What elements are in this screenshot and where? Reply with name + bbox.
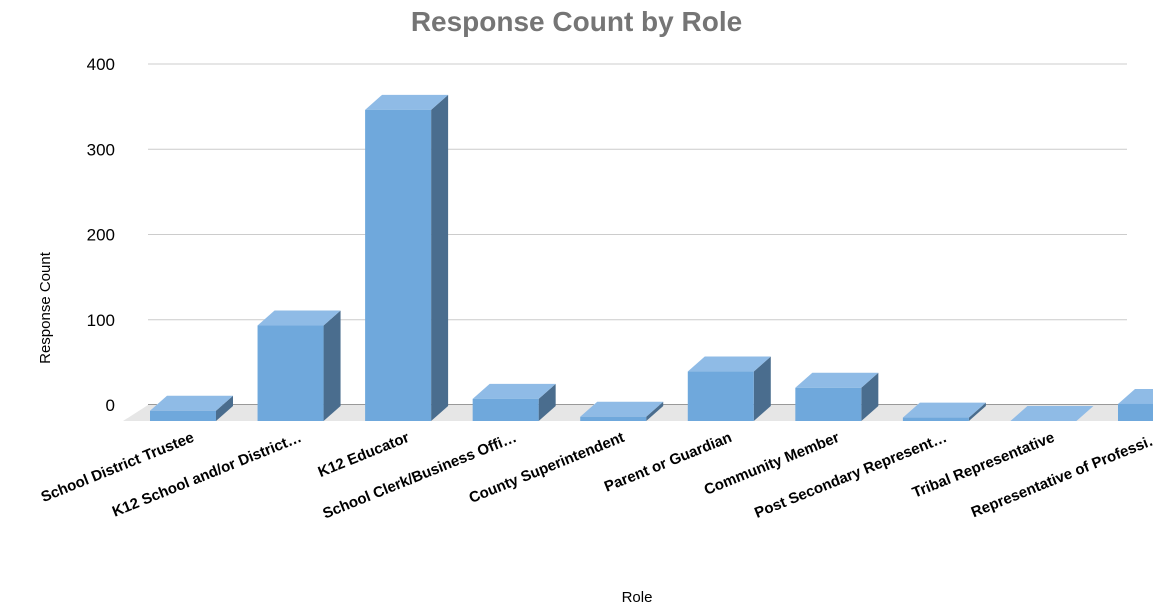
- bar-top: [472, 383, 556, 399]
- bar: [795, 372, 879, 421]
- bar: [902, 402, 986, 421]
- y-tick-label: 100: [87, 311, 115, 330]
- bar-side: [968, 402, 986, 421]
- bar-top: [150, 395, 233, 411]
- bar-top: [902, 402, 986, 418]
- bar-side: [753, 356, 771, 421]
- bar-top: [257, 310, 341, 326]
- bar-front: [580, 416, 647, 421]
- y-axis-ticks: 0 100 200 300 400: [87, 55, 115, 415]
- bar-top: [795, 372, 879, 388]
- bar: [687, 356, 771, 421]
- x-tick-label: Representative of Professi…: [969, 429, 1153, 521]
- bar-top: [1118, 388, 1153, 404]
- y-axis-label: Response Count: [37, 251, 54, 364]
- bar-front: [687, 371, 754, 421]
- bar-front: [472, 398, 539, 421]
- bar-top: [1010, 406, 1094, 421]
- y-tick-label: 400: [87, 55, 115, 74]
- x-axis-label: Role: [622, 589, 653, 606]
- bar: [150, 395, 233, 421]
- bar-front: [257, 325, 324, 421]
- x-tick-label: School Clerk/Business Offi…: [320, 429, 519, 523]
- bar: [365, 94, 449, 422]
- bar-side: [646, 401, 664, 421]
- bar-side: [538, 383, 556, 421]
- chart-title: Response Count by Role: [410, 6, 743, 37]
- bar: [1118, 388, 1153, 421]
- bar: [472, 383, 556, 421]
- bar: [580, 401, 664, 421]
- bar-side: [861, 372, 879, 421]
- x-tick-label: K12 School and/or District…: [110, 429, 304, 521]
- bar: [257, 310, 341, 421]
- bar-side: [216, 395, 233, 421]
- x-tick-label: K12 Educator: [316, 429, 412, 481]
- bar-side: [431, 94, 449, 422]
- bar: [1010, 406, 1094, 421]
- bar-side: [323, 310, 341, 421]
- bar-front: [150, 410, 216, 421]
- bar-front: [1118, 403, 1153, 421]
- y-tick-label: 300: [87, 140, 115, 159]
- bar-top: [365, 94, 449, 110]
- bar-front: [795, 387, 862, 421]
- bar-top: [580, 401, 664, 417]
- bar-top: [687, 356, 771, 372]
- y-tick-label: 200: [87, 226, 115, 245]
- bar-front: [365, 109, 432, 422]
- y-tick-label: 0: [106, 396, 115, 415]
- bars: [150, 94, 1153, 422]
- bar-front: [902, 417, 969, 421]
- x-tick-label: Post Secondary Represent…: [752, 429, 949, 522]
